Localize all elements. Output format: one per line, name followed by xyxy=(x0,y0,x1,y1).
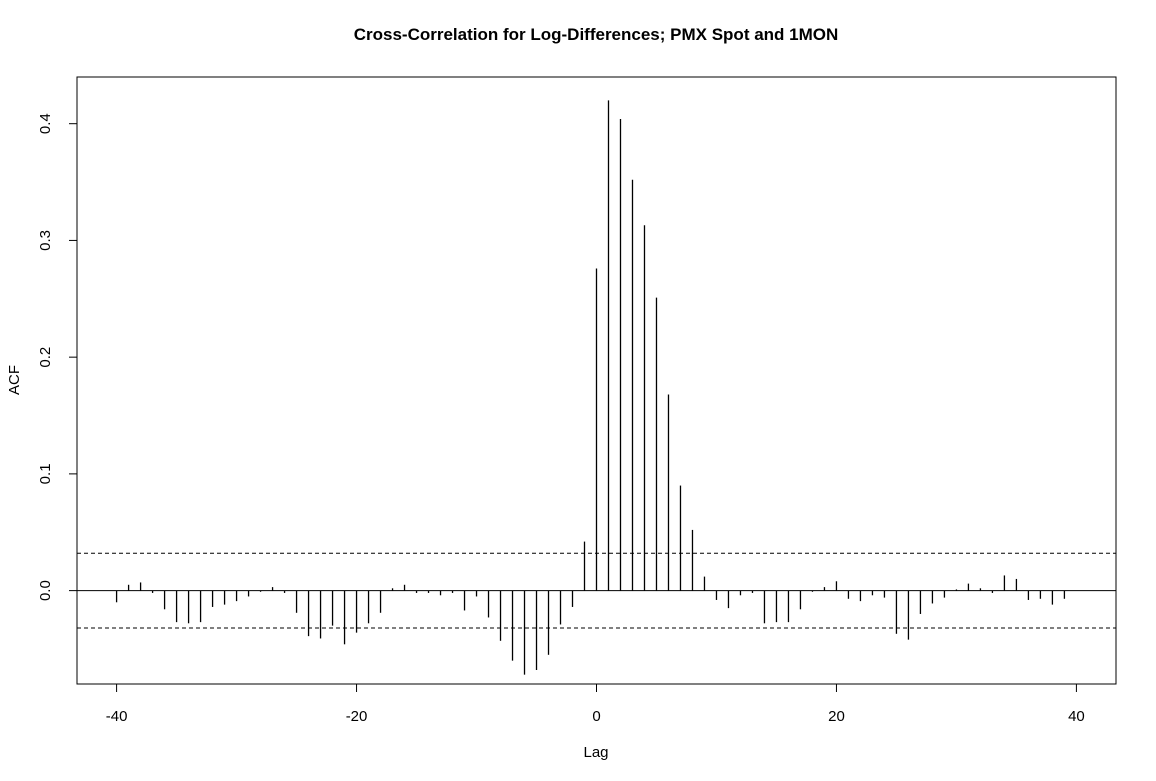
x-tick-label: 0 xyxy=(592,708,600,725)
y-axis-label: ACF xyxy=(6,365,23,395)
x-axis: -40 -20 0 20 40 xyxy=(106,683,1085,725)
y-tick-label: 0.4 xyxy=(37,113,54,134)
y-axis: 0.0 0.1 0.2 0.3 0.4 xyxy=(37,113,78,601)
chart-title: Cross-Correlation for Log-Differences; P… xyxy=(354,25,839,44)
y-tick-label: 0.3 xyxy=(37,230,54,251)
x-tick-label: 20 xyxy=(828,708,845,725)
x-axis-label: Lag xyxy=(583,744,608,761)
x-tick-label: -40 xyxy=(106,708,128,725)
ccf-bars xyxy=(115,100,1066,675)
x-tick-label: -20 xyxy=(346,708,368,725)
y-tick-label: 0.2 xyxy=(37,347,54,368)
y-tick-label: 0.1 xyxy=(37,463,54,484)
x-tick-label: 40 xyxy=(1068,708,1085,725)
y-tick-label: 0.0 xyxy=(37,580,54,601)
